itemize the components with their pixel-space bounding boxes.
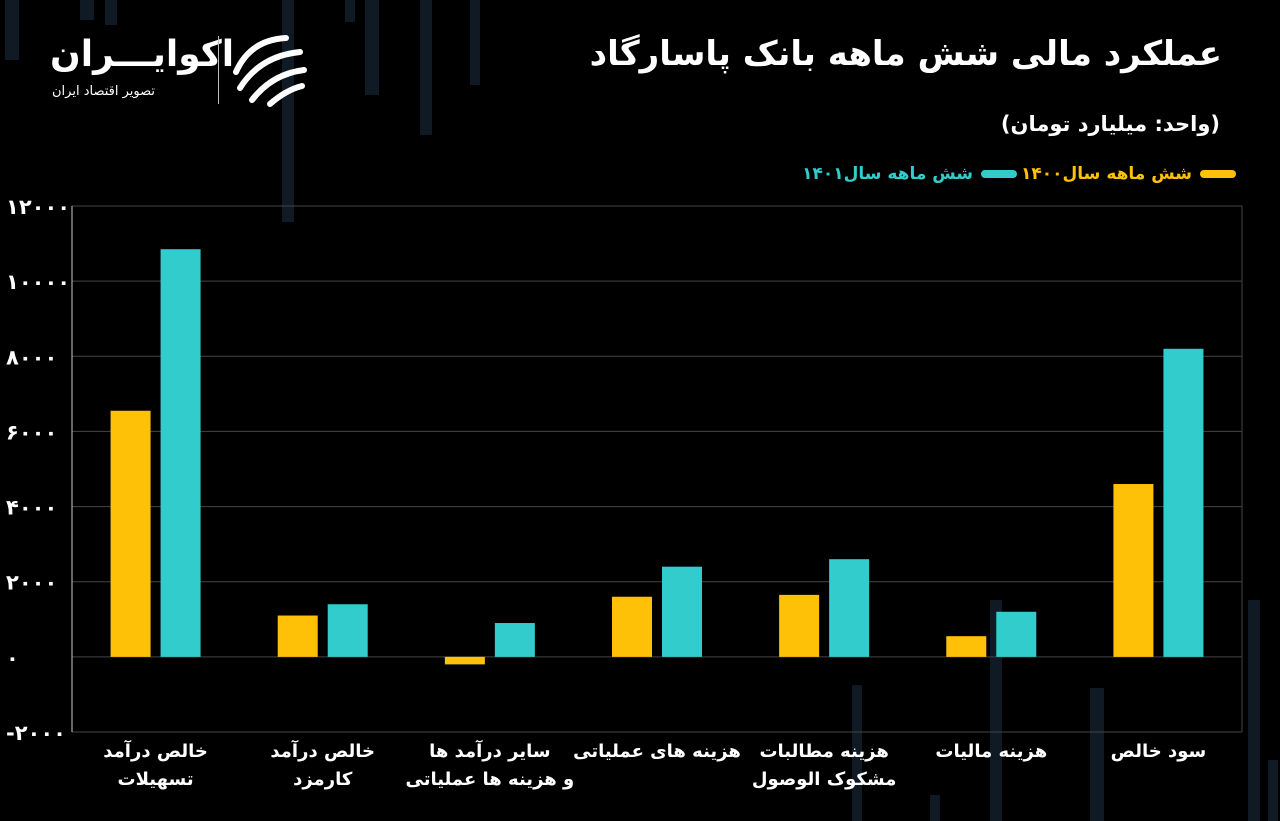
x-tick-label: کارمزد: [293, 769, 353, 790]
bar-1400: [110, 410, 151, 657]
legend-label-1401: شش ماهه سال۱۴۰۱: [802, 164, 974, 184]
y-tick-label: ۰: [6, 646, 19, 670]
logo-subtitle: تصویر اقتصاد ایران: [52, 84, 155, 99]
bar-1401: [494, 623, 535, 657]
bar-1400: [1113, 484, 1154, 657]
bar-1401: [1163, 348, 1204, 657]
y-tick-label: ۸۰۰۰: [6, 345, 57, 369]
x-tick-label: خالص درآمد: [103, 739, 208, 762]
x-tick-label: مشکوک الوصول: [752, 769, 896, 790]
y-tick-label: ۱۰۰۰۰: [6, 270, 70, 294]
x-tick-label: خالص درآمد: [270, 739, 375, 762]
chart-title: عملکرد مالی شش ماهه بانک پاسارگاد: [589, 34, 1222, 74]
legend-swatch-1401: [981, 170, 1018, 178]
bar-1400: [779, 594, 820, 657]
logo-swoosh-icon: [233, 35, 307, 107]
x-tick-label: سود خالص: [1111, 741, 1207, 762]
legend-swatch-1400: [1200, 170, 1236, 178]
legend-item-1401: شش ماهه سال۱۴۰۱: [802, 164, 1018, 184]
x-tick-label: هزینه مالیات: [935, 741, 1047, 762]
bar-1401: [996, 611, 1037, 657]
x-tick-label: سایر درآمد ها: [429, 739, 551, 762]
bar-1401: [160, 249, 201, 657]
bar-1401: [829, 559, 870, 657]
bar-1401: [662, 566, 702, 657]
x-tick-label: تسهیلات: [118, 769, 194, 790]
x-tick-label: هزینه مطالبات: [759, 741, 888, 762]
bar-1401: [327, 604, 368, 657]
brand-logo: اکوایـــران تصویر اقتصاد ایران: [46, 30, 316, 110]
y-tick-label: ۶۰۰۰: [6, 420, 57, 444]
legend: شش ماهه سال۱۴۰۰ شش ماهه سال۱۴۰۱: [802, 164, 1236, 184]
bar-1400: [444, 656, 485, 665]
bar-1400: [277, 615, 318, 657]
unit-label: (واحد: میلیارد تومان): [1000, 112, 1220, 136]
x-tick-label: هزینه های عملیاتی: [573, 741, 741, 762]
legend-label-1400: شش ماهه سال۱۴۰۰: [1021, 164, 1192, 184]
y-tick-label: ۱۲۰۰۰: [6, 195, 70, 219]
y-tick-label: -۲۰۰۰: [6, 721, 66, 745]
bar-1400: [612, 596, 652, 657]
logo-divider: [218, 36, 219, 104]
y-tick-label: ۲۰۰۰: [6, 571, 57, 595]
y-tick-label: ۴۰۰۰: [6, 496, 57, 520]
logo-name: اکوایـــران: [50, 34, 235, 75]
bar-1400: [946, 636, 987, 657]
x-tick-label: و هزینه ها عملیاتی: [405, 769, 574, 790]
legend-item-1400: شش ماهه سال۱۴۰۰: [1021, 164, 1236, 184]
